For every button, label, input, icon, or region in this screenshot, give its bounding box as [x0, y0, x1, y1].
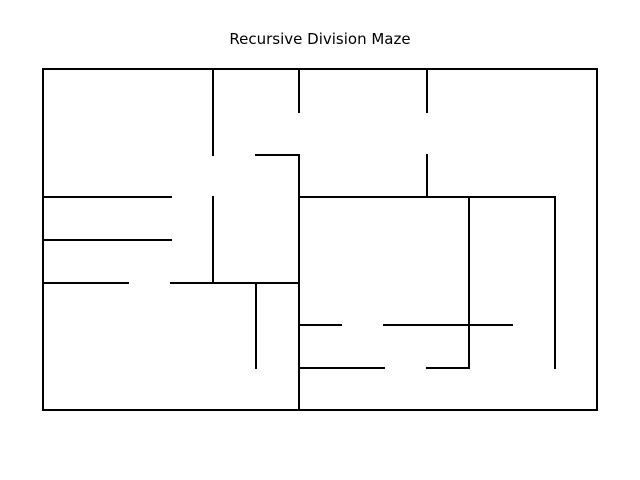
- maze-walls: [43, 69, 597, 410]
